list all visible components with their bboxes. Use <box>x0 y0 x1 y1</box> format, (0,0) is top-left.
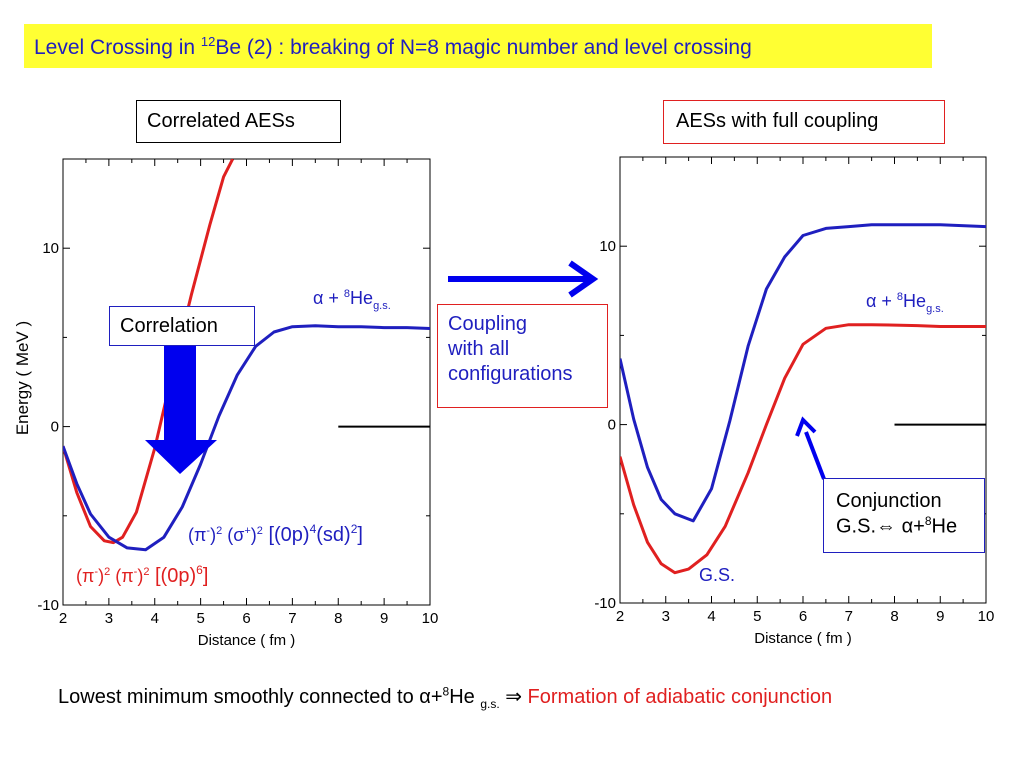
conjunction-line-1: Conjunction <box>836 490 942 512</box>
right-panel-label: AESs with full coupling <box>663 100 945 144</box>
coupling-line-3: configurations <box>448 363 573 385</box>
left-xtick-label: 9 <box>380 610 388 627</box>
slide-title: Level Crossing in 12Be (2) : breaking of… <box>24 24 932 68</box>
left-xtick-label: 6 <box>242 610 250 627</box>
left-panel-label: Correlated AESs <box>136 100 341 143</box>
left-series-line-0 <box>63 159 235 545</box>
conjunction-line-2: G.S.⇔ α+8He <box>836 514 958 538</box>
left-xtick-label: 5 <box>196 610 204 627</box>
right-xtick-label: 5 <box>753 608 761 625</box>
gs-label: G.S. <box>699 565 735 585</box>
title-rest: Be (2) : breaking of N=8 magic number an… <box>215 36 752 59</box>
bottom-conclusion: Lowest minimum smoothly connected to α+8… <box>58 684 832 711</box>
blue-configuration-label: (π-)2 (σ+)2 [(0p)4(sd)2] <box>188 522 363 546</box>
left-xtick-label: 8 <box>334 610 342 627</box>
right-xtick-label: 6 <box>799 608 807 625</box>
right-xaxis-label: Distance ( fm ) <box>754 630 852 647</box>
correlation-down-arrow <box>145 344 217 474</box>
bottom-text-2: He <box>449 686 481 708</box>
conjunction-box: Conjunction G.S.⇔ α+8He <box>823 478 985 553</box>
left-ytick-label: 0 <box>51 419 59 436</box>
left-xaxis-label: Distance ( fm ) <box>198 632 296 649</box>
alpha-he-left-label: α + 8Heg.s. <box>313 288 391 312</box>
left-series-line-1 <box>63 324 430 552</box>
right-xtick-label: 2 <box>616 608 624 625</box>
right-xtick-label: 3 <box>662 608 670 625</box>
left-xtick-label: 3 <box>105 610 113 627</box>
coupling-right-arrow <box>448 260 599 298</box>
left-xtick-label: 2 <box>59 610 67 627</box>
left-yaxis-label: Energy ( MeV ) <box>13 321 32 435</box>
left-xtick-label: 10 <box>422 610 439 627</box>
title-superscript: 12 <box>200 34 216 49</box>
coupling-line-2: with all <box>448 338 510 360</box>
bottom-sup: 8 <box>442 684 450 699</box>
right-ytick-label: 10 <box>599 238 616 255</box>
bottom-implies: ⇒ <box>499 686 528 708</box>
bottom-conclusion-red: Formation of adiabatic conjunction <box>527 686 833 708</box>
right-chart: 2 3 4 5 6 7 8 9 10 -10 0 10 Distance ( fm ) <box>594 156 995 647</box>
right-series-line-1 <box>620 223 986 523</box>
coupling-box: Coupling with all configurations <box>437 304 608 408</box>
right-xtick-label: 4 <box>707 608 715 625</box>
conjunction-pointer-arrow <box>795 416 826 480</box>
correlation-box: Correlation <box>109 306 255 346</box>
left-xtick-label: 4 <box>151 610 159 627</box>
red-configuration-label: (π-)2 (π-)2 [(0p)6] <box>76 563 208 587</box>
left-ytick-label: 10 <box>42 240 59 257</box>
title-prefix: Level Crossing in <box>34 36 201 59</box>
right-xtick-label: 10 <box>978 608 995 625</box>
bottom-sub: g.s. <box>480 697 500 711</box>
right-xtick-label: 7 <box>845 608 853 625</box>
right-xtick-label: 9 <box>936 608 944 625</box>
right-ytick-label: 0 <box>608 417 616 434</box>
right-xtick-label: 8 <box>890 608 898 625</box>
left-ytick-label: -10 <box>37 597 59 614</box>
bottom-text-1: Lowest minimum smoothly connected to α+ <box>58 686 443 708</box>
left-plot-frame <box>62 158 431 606</box>
right-ytick-label: -10 <box>594 595 616 612</box>
left-xtick-label: 7 <box>288 610 296 627</box>
right-series-line-0 <box>620 323 986 575</box>
coupling-line-1: Coupling <box>448 313 527 335</box>
left-chart: 2 3 4 5 6 7 8 9 10 -10 0 10 Distance ( fm ) Energy ( … <box>13 158 439 649</box>
alpha-he-right-label: α + 8Heg.s. <box>866 291 944 315</box>
